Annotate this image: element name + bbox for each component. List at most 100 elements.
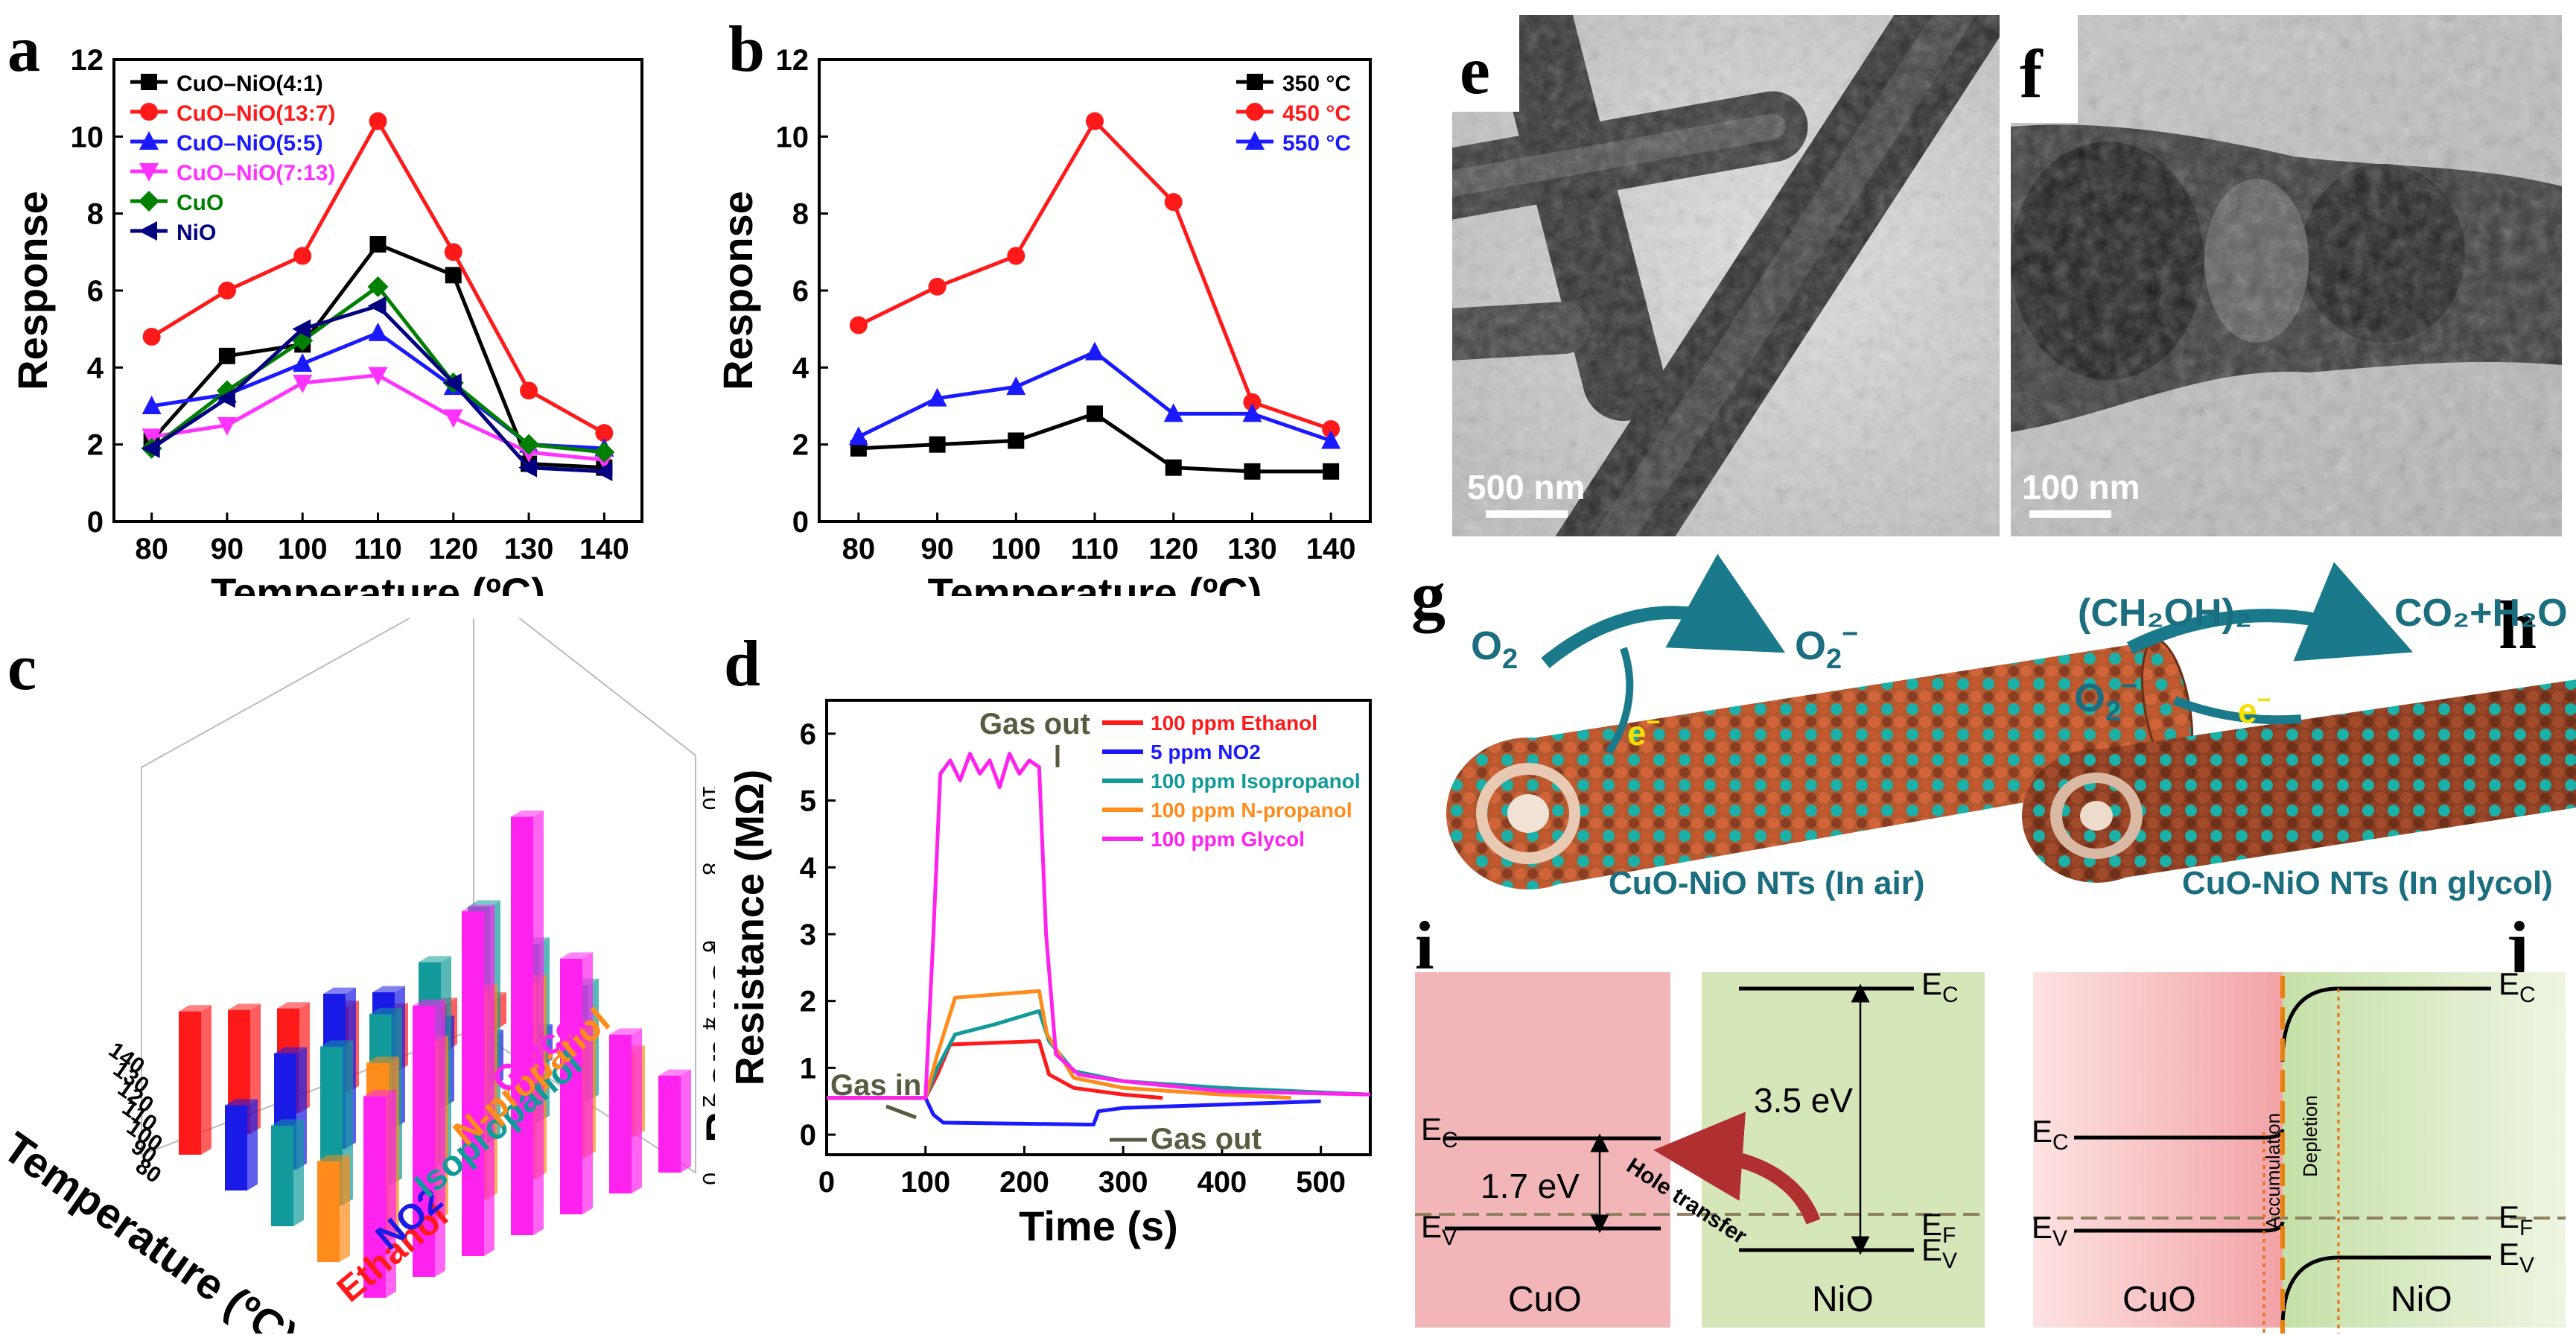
z-tick-label: 0	[698, 1173, 715, 1185]
legend: CuO–NiO(4:1) CuO–NiO(13:7) CuO–NiO(5:5) CuO…	[130, 72, 335, 245]
data-point	[141, 396, 162, 414]
cuo-region-j	[2033, 972, 2283, 1328]
legend-label: 450 °C	[1282, 101, 1351, 126]
legend-label: CuO–NiO(7:13)	[176, 161, 335, 185]
data-point	[929, 436, 946, 453]
data-point	[292, 319, 311, 339]
data-point	[1007, 247, 1025, 265]
y-tick-label: 0	[792, 506, 809, 539]
panel-gh: g h O2 O2− e− CuO-NiO NTs (In air) (CH₂O…	[1411, 554, 2576, 901]
annotation-gas-out-top: Gas out	[979, 708, 1090, 741]
data-point	[1085, 341, 1104, 361]
series-cuo-nio-5-5	[141, 322, 614, 457]
legend-label: 100 ppm Isopropanol	[1151, 770, 1361, 793]
data-point	[1244, 463, 1261, 480]
y-tick-label: 2	[792, 429, 809, 462]
y-axis-label: Resistance (MΩ)	[728, 770, 772, 1085]
y-tick-label: 0	[87, 506, 104, 539]
h-electron-label: e−	[2238, 686, 2271, 730]
j-ev-cuo: EV	[2032, 1210, 2067, 1251]
bar-front	[317, 1161, 340, 1262]
glycol-arrow-h	[2126, 562, 2413, 662]
bar-top	[274, 1047, 307, 1053]
series-line-100-ppm-n-propanol	[827, 989, 1291, 1100]
j-accumulation-label: Accumulation	[2262, 1113, 2284, 1229]
data-point	[1323, 463, 1340, 480]
bar-top	[560, 952, 593, 959]
series-line-100-ppm-glycol	[827, 752, 1371, 1100]
panel-label-g: g	[1411, 557, 1446, 633]
data-point	[367, 296, 387, 316]
g-caption: CuO-NiO NTs (In air)	[1609, 865, 1925, 901]
bar-side	[247, 1099, 258, 1190]
bar-front	[658, 1076, 681, 1173]
i-nio-label: NiO	[1812, 1280, 1874, 1319]
y-axis-label: Response	[9, 191, 56, 390]
data-point	[442, 373, 462, 393]
x-tick-label: 140	[579, 533, 629, 565]
data-point	[217, 282, 236, 299]
j-cuo-label: CuO	[2122, 1280, 2196, 1319]
nio-region-j	[2283, 972, 2566, 1328]
bar-top	[419, 956, 451, 963]
bar-top	[323, 987, 356, 994]
data-point	[594, 461, 613, 481]
j-nio-label: NiO	[2391, 1280, 2452, 1319]
series-nio	[141, 296, 613, 481]
data-point	[444, 243, 462, 261]
bar-top	[413, 999, 445, 1006]
data-point	[218, 347, 235, 364]
bar-top	[317, 1155, 350, 1161]
data-point	[1165, 459, 1182, 476]
data-point	[142, 328, 161, 346]
y-tick-label: 6	[800, 718, 816, 751]
data-point	[1322, 420, 1341, 438]
y-tick-label: 10	[71, 121, 104, 153]
i-ec-nio: EC	[1921, 966, 1959, 1007]
panel-label-d: d	[724, 628, 760, 700]
data-point	[368, 367, 388, 386]
series-cuo	[141, 276, 615, 463]
bar-glycol-100	[462, 904, 494, 1256]
tem-image-e-drawing: 500 nm	[1452, 15, 2000, 536]
z-tick-label: 8	[698, 863, 715, 875]
data-point	[445, 267, 462, 284]
legend-marker	[139, 163, 159, 182]
x-axis-label: Time (s)	[1019, 1202, 1178, 1249]
y-tick-label: 4	[792, 352, 810, 384]
bar-top	[320, 1040, 353, 1047]
x-tick-label: 120	[1148, 533, 1198, 565]
bar-front	[511, 816, 533, 1235]
bar-no2-80	[225, 1099, 258, 1190]
data-point	[1087, 405, 1103, 422]
x-tick-label: 400	[1198, 1166, 1247, 1199]
z-tick-label: 4	[698, 1018, 715, 1030]
legend-marker	[139, 191, 159, 212]
bar-side	[533, 811, 544, 1235]
data-point	[518, 434, 540, 455]
x-tick-label: 100	[278, 533, 328, 565]
data-point	[595, 424, 614, 443]
series-550-c	[848, 341, 1341, 449]
x-tick-label: 80	[135, 533, 168, 565]
legend-label: CuO–NiO(13:7)	[176, 101, 335, 126]
data-point	[293, 247, 312, 265]
y-tick-label: 2	[800, 986, 816, 1018]
j-ec-cuo: EC	[2032, 1114, 2069, 1155]
data-point	[216, 388, 235, 408]
data-point	[1006, 376, 1026, 396]
panel-label-c: c	[7, 632, 36, 704]
tem-image-f-drawing: 100 nm	[2011, 15, 2562, 536]
x-tick-label: 200	[999, 1166, 1049, 1199]
data-point	[1242, 403, 1262, 422]
bar-side	[681, 1069, 691, 1173]
bar-top	[271, 1119, 304, 1126]
data-point	[1008, 432, 1025, 449]
x-tick-label: 0	[818, 1166, 835, 1199]
i-cuo-gap: 1.7 eV	[1481, 1167, 1580, 1205]
nanotube-air	[1446, 638, 2194, 890]
bar-top	[277, 1002, 310, 1009]
i-ef-nio: EF	[1921, 1207, 1956, 1248]
